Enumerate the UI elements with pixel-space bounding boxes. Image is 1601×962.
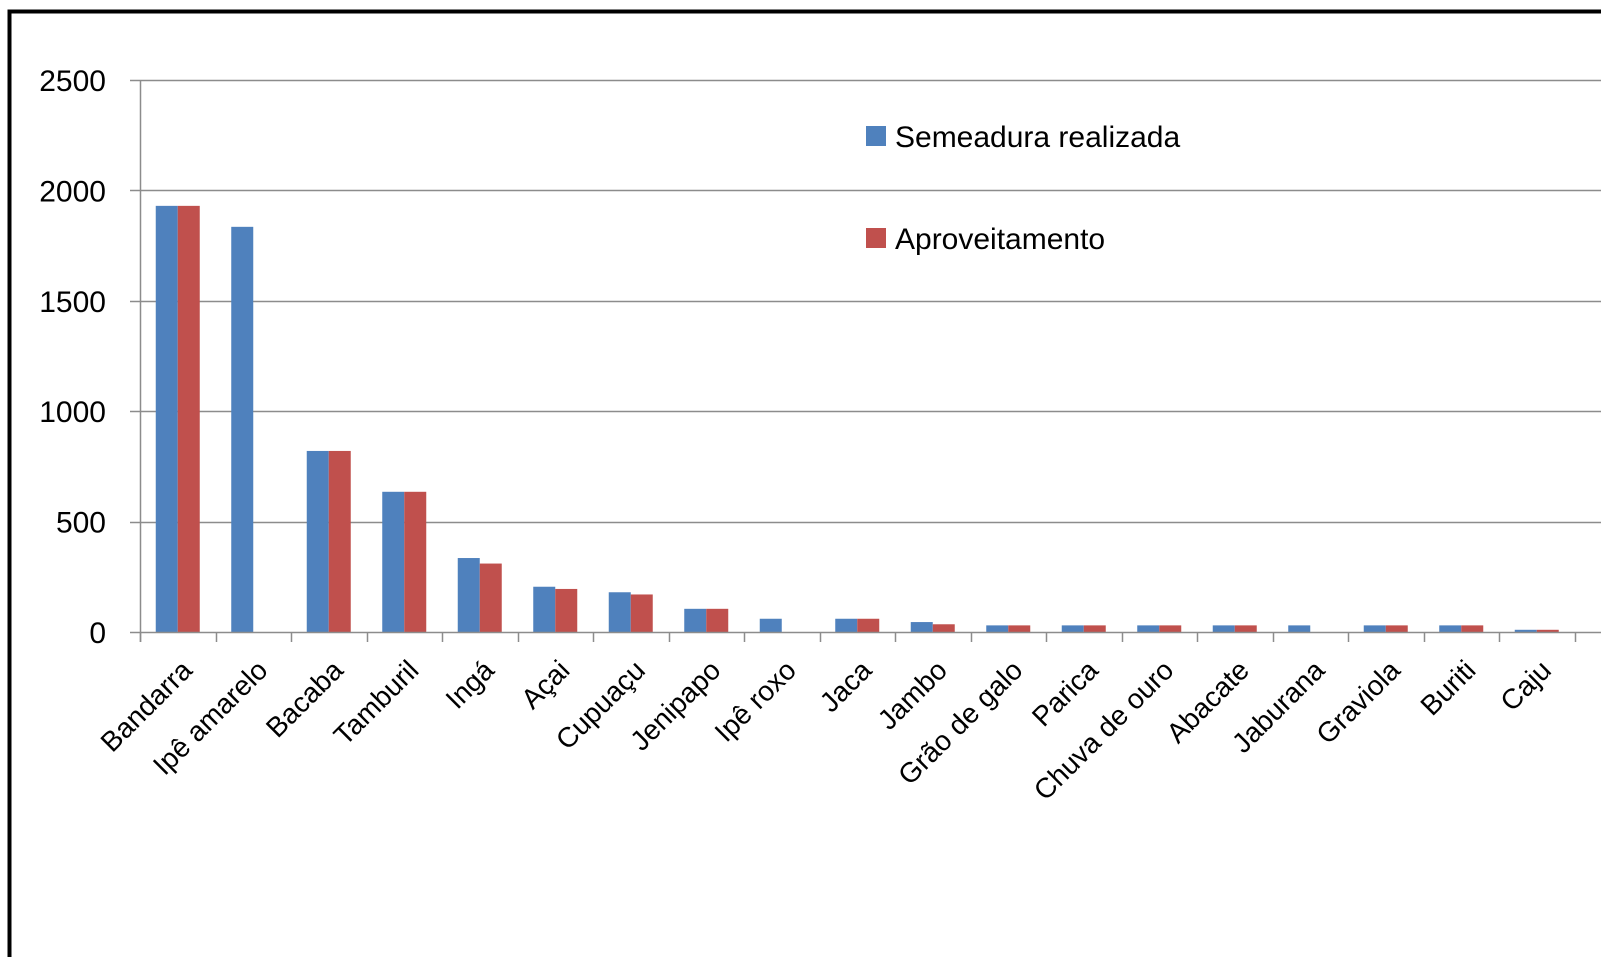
y-tick-label: 1500 <box>39 286 106 319</box>
bar-aproveitamento <box>1235 625 1257 632</box>
bar-aproveitamento <box>631 594 653 632</box>
bar-semeadura <box>1062 625 1084 632</box>
y-tick-label: 500 <box>56 507 106 540</box>
bar-aproveitamento <box>178 206 200 632</box>
bar-semeadura <box>1515 630 1537 632</box>
bar-semeadura <box>1364 625 1386 632</box>
bar-aproveitamento <box>480 564 502 632</box>
bar-semeadura <box>1213 625 1235 632</box>
y-tick-label: 1000 <box>39 396 106 429</box>
bar-semeadura <box>609 592 631 632</box>
bar-aproveitamento <box>706 609 728 632</box>
bar-semeadura <box>382 492 404 632</box>
bar-aproveitamento <box>857 619 879 632</box>
bar-semeadura <box>835 619 857 632</box>
bar-semeadura <box>1288 625 1310 632</box>
y-tick-label: 2500 <box>39 65 106 98</box>
legend-swatch <box>866 126 886 146</box>
bar-semeadura <box>458 558 480 632</box>
bar-semeadura <box>533 587 555 632</box>
bar-aproveitamento <box>555 589 577 632</box>
bar-semeadura <box>307 451 329 632</box>
bar-aproveitamento <box>1008 625 1030 632</box>
y-tick-label: 0 <box>89 617 106 650</box>
bar-semeadura <box>156 206 178 632</box>
bar-semeadura <box>1137 625 1159 632</box>
bar-aproveitamento <box>1084 625 1106 632</box>
bar-aproveitamento <box>1159 625 1181 632</box>
bar-aproveitamento <box>1537 630 1559 632</box>
bar-semeadura <box>684 609 706 632</box>
legend-swatch <box>866 228 886 248</box>
bar-aproveitamento <box>404 492 426 632</box>
bar-semeadura <box>1439 625 1461 632</box>
bar-semeadura <box>911 622 933 632</box>
bar-aproveitamento <box>1461 625 1483 632</box>
legend-label: Semeadura realizada <box>895 121 1180 154</box>
bar-aproveitamento <box>1386 625 1408 632</box>
bar-semeadura <box>760 619 782 632</box>
bar-aproveitamento <box>933 624 955 632</box>
bar-semeadura <box>986 625 1008 632</box>
bar-aproveitamento <box>329 451 351 632</box>
y-tick-label: 2000 <box>39 175 106 208</box>
bar-semeadura <box>231 227 253 632</box>
legend-label: Aproveitamento <box>895 223 1105 256</box>
